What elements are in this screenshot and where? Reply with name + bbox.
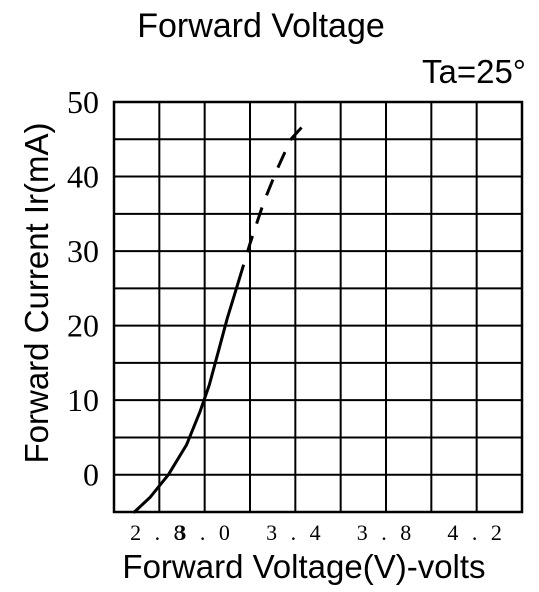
y-tick-label: 0: [83, 457, 99, 493]
x-tick-label: 4 . 2: [447, 520, 506, 545]
series-line-solid: [132, 279, 241, 514]
x-axis-label: Forward Voltage(V)-volts: [122, 548, 485, 585]
series: [132, 123, 306, 514]
y-tick-label: 30: [67, 233, 99, 269]
y-tick-label: 40: [67, 159, 99, 195]
y-tick-label: 20: [67, 308, 99, 344]
series-line-dashed: [237, 123, 306, 282]
plot-frame: [112, 100, 524, 514]
chart-title: Forward Voltage: [137, 7, 385, 45]
y-tick-label: 50: [67, 84, 99, 120]
grid: [114, 101, 523, 513]
y-tick-labels: 0 10 20 30 40 50: [67, 84, 99, 493]
x-tick-labels: 2 . 83 . 0 3 . 4 3 . 8 4 . 2: [130, 520, 506, 545]
temperature-condition: Ta=25°: [422, 53, 526, 90]
y-tick-label: 10: [67, 382, 99, 418]
x-tick-label: 3 . 4: [266, 520, 325, 545]
y-axis-label: Forward Current Ir(mA): [18, 122, 55, 463]
x-tick-label: 3 . 8: [357, 520, 416, 545]
x-tick-label: 3 . 0: [175, 520, 234, 545]
x-tick-label: 2 . 8: [130, 520, 189, 545]
